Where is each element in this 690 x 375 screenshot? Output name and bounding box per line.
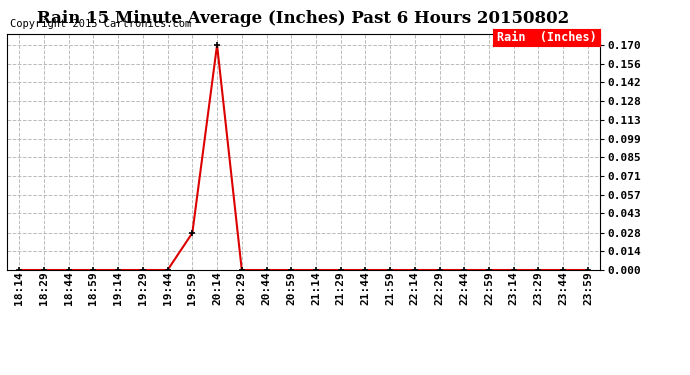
Title: Rain 15 Minute Average (Inches) Past 6 Hours 20150802: Rain 15 Minute Average (Inches) Past 6 H…: [37, 10, 570, 27]
Text: Copyright 2015 Cartronics.com: Copyright 2015 Cartronics.com: [10, 19, 191, 29]
